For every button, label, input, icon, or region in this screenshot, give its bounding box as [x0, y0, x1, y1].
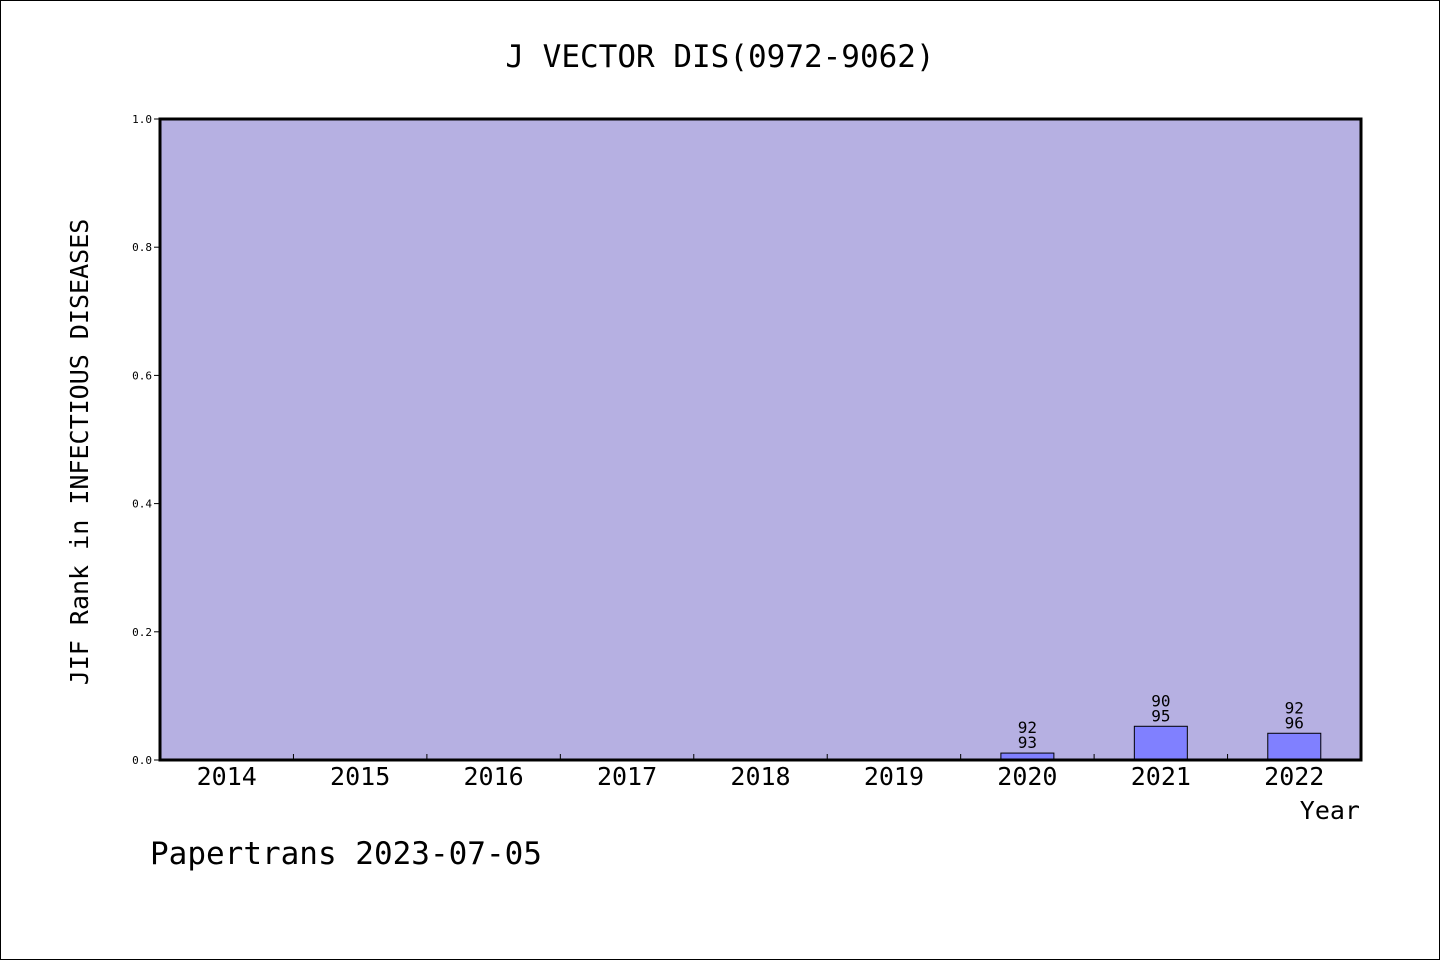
chart-title: J VECTOR DIS(0972-9062)	[505, 39, 934, 75]
x-tick-label: 2017	[597, 762, 657, 791]
x-tick-label: 2018	[730, 762, 790, 791]
plot-border	[158, 117, 1363, 762]
x-tick-label: 2019	[864, 762, 924, 791]
bar-2022	[1267, 732, 1322, 761]
bar-total-label: 93	[1018, 733, 1037, 752]
y-tick-label: 0.6	[132, 369, 152, 382]
y-tick-label: 1.0	[132, 113, 152, 126]
y-tick-label: 0.4	[132, 498, 152, 511]
y-tick-label: 0.8	[132, 241, 152, 254]
bar-total-label: 96	[1285, 713, 1304, 732]
y-axis: 0.0 0.2 0.4 0.6 0.8 1.0	[132, 113, 160, 767]
bar-rank-label: 92	[1018, 718, 1037, 737]
x-tick-label: 2014	[197, 762, 257, 791]
bars-group	[1000, 725, 1322, 761]
x-tick-label: 2020	[997, 762, 1057, 791]
x-tick-label: 2022	[1264, 762, 1324, 791]
bar-rank-label: 90	[1151, 691, 1170, 710]
x-tick-label: 2021	[1131, 762, 1191, 791]
x-axis: 2014 2015 2016 2017 2018 2019 2020 2021 2022	[197, 754, 1324, 791]
x-tick-label: 2015	[330, 762, 390, 791]
x-axis-label: Year	[1300, 796, 1360, 825]
y-tick-label: 0.2	[132, 626, 152, 639]
bar-rank-label: 92	[1285, 698, 1304, 717]
bar-total-label: 95	[1151, 706, 1170, 725]
y-axis-label: JIF Rank in INFECTIOUS DISEASES	[65, 219, 94, 686]
footer-text: Papertrans 2023-07-05	[150, 836, 542, 872]
plot-area	[160, 119, 1361, 760]
bar-2021	[1133, 725, 1188, 761]
x-tick-label: 2016	[464, 762, 524, 791]
y-tick-label: 0.0	[132, 754, 152, 767]
